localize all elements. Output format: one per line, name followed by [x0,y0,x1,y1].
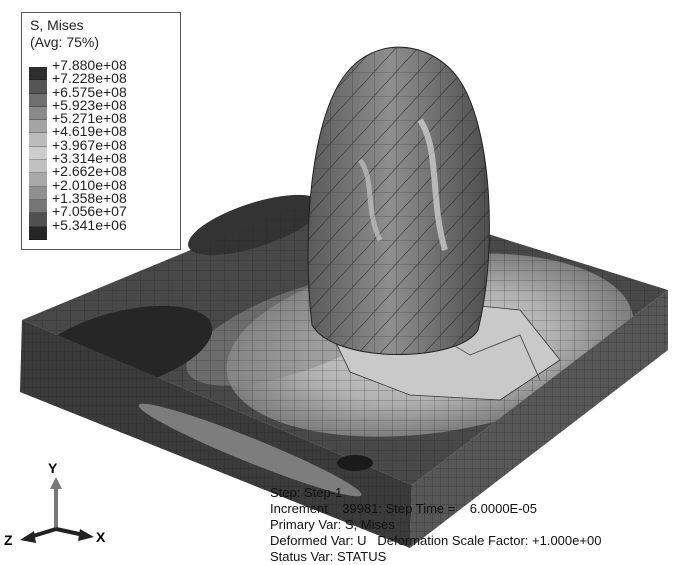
legend-swatch [29,199,47,214]
legend-title: S, Mises [30,17,84,33]
legend-swatch [29,133,47,147]
triad-y-arrow [50,477,62,489]
plate-side-face-mesh [410,290,668,548]
legend-swatch [29,93,47,107]
legend-value: +7.228e+08 [52,70,127,87]
legend-swatch [29,120,47,134]
legend-value: +2.662e+08 [52,163,127,180]
legend-value: +7.880e+08 [52,57,127,73]
status-primary-var: Primary Var: S, Mises [270,517,395,532]
projectile-highlight [357,158,383,242]
projectile [307,46,490,355]
plate [20,188,668,548]
legend-value: +6.575e+08 [52,83,127,100]
legend-value: +1.358e+08 [52,189,127,206]
legend-value: +5.923e+08 [52,96,127,113]
axis-triad: Y Z X [4,460,106,548]
projectile-highlight [417,118,448,251]
status-status-var: Status Var: STATUS [270,549,387,564]
triad-x-label: X [96,529,106,545]
legend-swatch [29,160,47,174]
legend-swatch [29,186,47,200]
legend-swatch [29,146,47,161]
status-step: Step: Step-1 [270,485,343,500]
status-block: Step: Step-1 Increment 39981: Step Time =… [270,485,601,565]
legend-swatch [29,106,47,121]
status-deformed-var: Deformed Var: U Deformation Scale Factor… [270,533,602,548]
legend-swatch [29,80,47,94]
legend-value: +3.967e+08 [52,136,127,153]
legend-swatch [29,67,47,81]
dark-spot [337,455,373,471]
status-increment: Increment 39981: Step Time = 6.0000E-05 [270,501,538,516]
triad-z-label: Z [4,532,13,548]
legend-value: +5.271e+08 [52,110,127,127]
legend-value: +3.314e+08 [52,150,127,167]
legend-swatches [29,67,47,240]
legend: S, Mises (Avg: 75%) +7.880e+08 +7.228e+08… [21,12,181,250]
legend-values: +7.880e+08 +7.228e+08 +6.575e+08 +5.923e+08… [52,57,127,233]
legend-swatch [29,213,47,227]
front-light-band [138,403,362,497]
legend-swatch [29,173,47,187]
legend-value: +4.619e+08 [52,123,127,140]
triad-z-arrow [20,531,36,543]
triad-x-arrow [78,529,94,541]
legend-value: +7.056e+07 [52,203,127,220]
legend-swatch [29,226,47,240]
projectile-mesh [308,47,490,355]
legend-value: +2.010e+08 [52,176,127,193]
legend-subtitle: (Avg: 75%) [30,34,99,50]
legend-value: +5.341e+06 [52,216,127,233]
triad-y-label: Y [48,460,58,476]
